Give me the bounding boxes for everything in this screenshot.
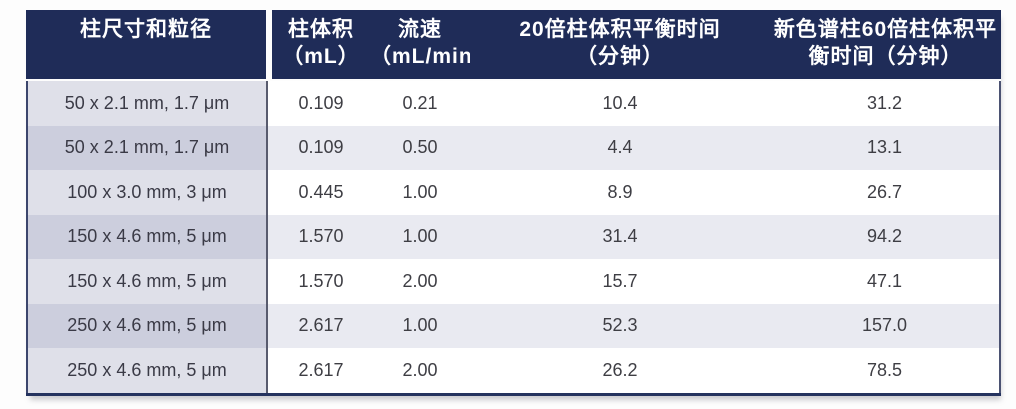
header-cell-column-size: 柱尺寸和粒径 bbox=[26, 10, 266, 79]
column-divider bbox=[266, 214, 272, 259]
cell-column-size: 50 x 2.1 mm, 1.7 μm bbox=[26, 125, 266, 170]
cell-60x-time: 47.1 bbox=[770, 259, 999, 304]
header-line: （mL/min） bbox=[370, 45, 495, 68]
cell-flow-rate: 1.00 bbox=[370, 214, 470, 259]
cell-column-size: 150 x 4.6 mm, 5 μm bbox=[26, 259, 266, 304]
cell-60x-time: 157.0 bbox=[770, 303, 999, 348]
cell-column-size: 250 x 4.6 mm, 5 μm bbox=[26, 303, 266, 348]
cell-60x-time: 26.7 bbox=[770, 170, 999, 215]
header-line: 20倍柱体积平衡时间 bbox=[519, 18, 721, 41]
cell-flow-rate: 1.00 bbox=[370, 303, 470, 348]
table-body: 50 x 2.1 mm, 1.7 μm 0.109 0.21 10.4 31.2… bbox=[26, 81, 1001, 393]
header-gap bbox=[266, 10, 272, 79]
cell-column-volume: 0.109 bbox=[272, 125, 370, 170]
table-row: 250 x 4.6 mm, 5 μm 2.617 2.00 26.2 78.5 bbox=[26, 348, 1001, 393]
cell-column-volume: 1.570 bbox=[272, 214, 370, 259]
cell-20x-time: 8.9 bbox=[470, 170, 770, 215]
cell-column-volume: 2.617 bbox=[272, 348, 370, 393]
cell-20x-time: 10.4 bbox=[470, 81, 770, 126]
cell-20x-time: 15.7 bbox=[470, 259, 770, 304]
header-cell-flow-rate: 流速 （mL/min） bbox=[370, 10, 495, 79]
cell-20x-time: 52.3 bbox=[470, 303, 770, 348]
table-row: 150 x 4.6 mm, 5 μm 1.570 1.00 31.4 94.2 bbox=[26, 214, 1001, 259]
column-divider bbox=[266, 348, 272, 393]
header-cell-column-volume: 柱体积 （mL） bbox=[272, 10, 370, 79]
cell-flow-rate: 1.00 bbox=[370, 170, 470, 215]
cell-flow-rate: 0.21 bbox=[370, 81, 470, 126]
column-divider bbox=[266, 259, 272, 304]
header-line: （mL） bbox=[282, 45, 360, 68]
table-row: 50 x 2.1 mm, 1.7 μm 0.109 0.50 4.4 13.1 bbox=[26, 125, 1001, 170]
cell-column-volume: 1.570 bbox=[272, 259, 370, 304]
cell-60x-time: 78.5 bbox=[770, 348, 999, 393]
header-line: 新色谱柱60倍柱体积平 bbox=[773, 18, 998, 41]
cell-flow-rate: 2.00 bbox=[370, 259, 470, 304]
cell-column-volume: 2.617 bbox=[272, 303, 370, 348]
cell-flow-rate: 0.50 bbox=[370, 125, 470, 170]
column-divider bbox=[266, 125, 272, 170]
header-cell-20x-equilibration-time: 20倍柱体积平衡时间 （分钟） bbox=[470, 10, 770, 79]
cell-20x-time: 26.2 bbox=[470, 348, 770, 393]
table-row: 150 x 4.6 mm, 5 μm 1.570 2.00 15.7 47.1 bbox=[26, 259, 1001, 304]
cell-column-size: 100 x 3.0 mm, 3 μm bbox=[26, 170, 266, 215]
cell-60x-time: 31.2 bbox=[770, 81, 999, 126]
column-divider bbox=[266, 81, 272, 126]
header-line: 流速 bbox=[398, 18, 442, 41]
header-line: 衡时间（分钟） bbox=[808, 45, 963, 68]
cell-20x-time: 4.4 bbox=[470, 125, 770, 170]
cell-20x-time: 31.4 bbox=[470, 214, 770, 259]
header-cell-60x-equilibration-time: 新色谱柱60倍柱体积平 衡时间（分钟） bbox=[770, 10, 1001, 79]
column-divider bbox=[266, 303, 272, 348]
column-equilibration-table: 柱尺寸和粒径 柱体积 （mL） 流速 （mL/min） 20倍柱体积平衡时间 （… bbox=[26, 10, 1001, 396]
header-line: 柱体积 bbox=[288, 18, 354, 41]
cell-60x-time: 13.1 bbox=[770, 125, 999, 170]
cell-60x-time: 94.2 bbox=[770, 214, 999, 259]
header-line: （分钟） bbox=[576, 45, 664, 68]
table-row: 250 x 4.6 mm, 5 μm 2.617 1.00 52.3 157.0 bbox=[26, 303, 1001, 348]
header-line: 柱尺寸和粒径 bbox=[80, 18, 212, 41]
cell-column-volume: 0.109 bbox=[272, 81, 370, 126]
cell-column-size: 250 x 4.6 mm, 5 μm bbox=[26, 348, 266, 393]
cell-column-volume: 0.445 bbox=[272, 170, 370, 215]
cell-flow-rate: 2.00 bbox=[370, 348, 470, 393]
table-header: 柱尺寸和粒径 柱体积 （mL） 流速 （mL/min） 20倍柱体积平衡时间 （… bbox=[26, 10, 1001, 79]
cell-column-size: 150 x 4.6 mm, 5 μm bbox=[26, 214, 266, 259]
table-row: 100 x 3.0 mm, 3 μm 0.445 1.00 8.9 26.7 bbox=[26, 170, 1001, 215]
table-row: 50 x 2.1 mm, 1.7 μm 0.109 0.21 10.4 31.2 bbox=[26, 81, 1001, 126]
cell-column-size: 50 x 2.1 mm, 1.7 μm bbox=[26, 81, 266, 126]
column-divider bbox=[266, 170, 272, 215]
